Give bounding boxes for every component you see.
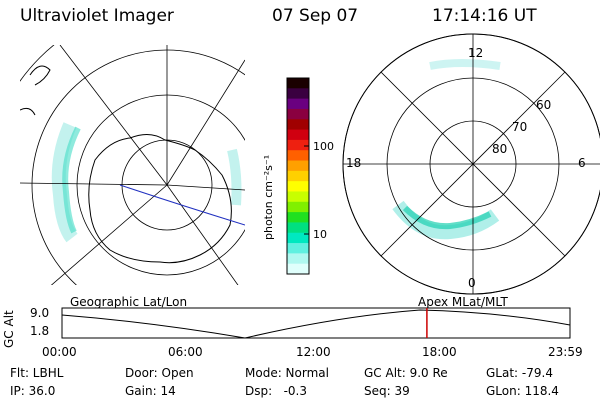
colorbar-segment — [287, 253, 309, 265]
colorbar-segment — [287, 108, 309, 120]
mlt-label-0: 0 — [468, 276, 476, 290]
colorbar-segment — [287, 78, 309, 89]
mlat-label-70: 70 — [512, 120, 528, 134]
mlat-label-60: 60 — [536, 98, 552, 112]
mlt-label-6: 6 — [578, 156, 586, 170]
aurora-emission-left — [51, 122, 242, 243]
colorbar-segment — [287, 160, 309, 172]
colorbar-tick-10: 10 — [313, 228, 327, 241]
continent-outline — [88, 134, 232, 264]
info-dsp: Dsp: -0.3 — [245, 384, 308, 398]
colorbar-segment — [287, 150, 309, 162]
left-map-label: Geographic Lat/Lon — [70, 295, 188, 309]
right-map-label: Apex MLat/MLT — [418, 295, 508, 309]
header-date: 07 Sep 07 — [272, 6, 359, 26]
colorbar-segment — [287, 88, 309, 100]
colorbar-tick-100: 100 — [313, 140, 334, 153]
info-glat: GLat: -79.4 — [486, 366, 553, 380]
colorbar-segment — [287, 263, 309, 275]
timeline-ytick-high: 9.0 — [30, 306, 50, 320]
colorbar-border — [286, 77, 310, 275]
color-bar — [286, 77, 310, 275]
colorbar-segment — [287, 119, 309, 131]
header-time: 17:14:16 UT — [432, 6, 537, 26]
colorbar-segment — [287, 191, 309, 203]
timeline-xtick-1200: 12:00 — [296, 345, 331, 359]
colorbar-segment — [287, 222, 309, 234]
page-title: Ultraviolet Imager — [20, 6, 174, 26]
info-mode: Mode: Normal — [245, 366, 329, 380]
colorbar-segment — [287, 181, 309, 192]
mlt-label-18: 18 — [346, 156, 362, 170]
info-filter: Flt: LBHL — [10, 366, 64, 380]
colorbar-segment — [287, 243, 309, 254]
timeline-xtick-0000: 00:00 — [42, 345, 77, 359]
colorbar-segment — [287, 139, 309, 151]
info-seq: Seq: 39 — [364, 384, 410, 398]
colorbar-segment — [287, 129, 309, 141]
mlt-label-12: 12 — [468, 46, 484, 60]
colorbar-segment — [287, 232, 309, 244]
info-door: Door: Open — [125, 366, 194, 380]
info-glon: GLon: 118.4 — [486, 384, 559, 398]
timeline-xtick-2359: 23:59 — [548, 345, 583, 359]
info-gain: Gain: 14 — [125, 384, 176, 398]
colorbar-segment — [287, 170, 309, 182]
colorbar-segment — [287, 201, 309, 213]
altitude-curve — [61, 309, 571, 339]
aurora-emission-right — [392, 59, 501, 240]
colorbar-segment — [287, 98, 309, 110]
timeline-xtick-0600: 06:00 — [168, 345, 203, 359]
info-ip: IP: 36.0 — [10, 384, 56, 398]
info-gc-alt: GC Alt: 9.0 Re — [364, 366, 448, 380]
mlat-label-80: 80 — [492, 142, 508, 156]
timeline-ytick-low: 1.8 — [30, 324, 50, 338]
satellite-track — [119, 184, 245, 226]
colorbar-segment — [287, 212, 309, 223]
timeline-xtick-1800: 18:00 — [422, 345, 457, 359]
